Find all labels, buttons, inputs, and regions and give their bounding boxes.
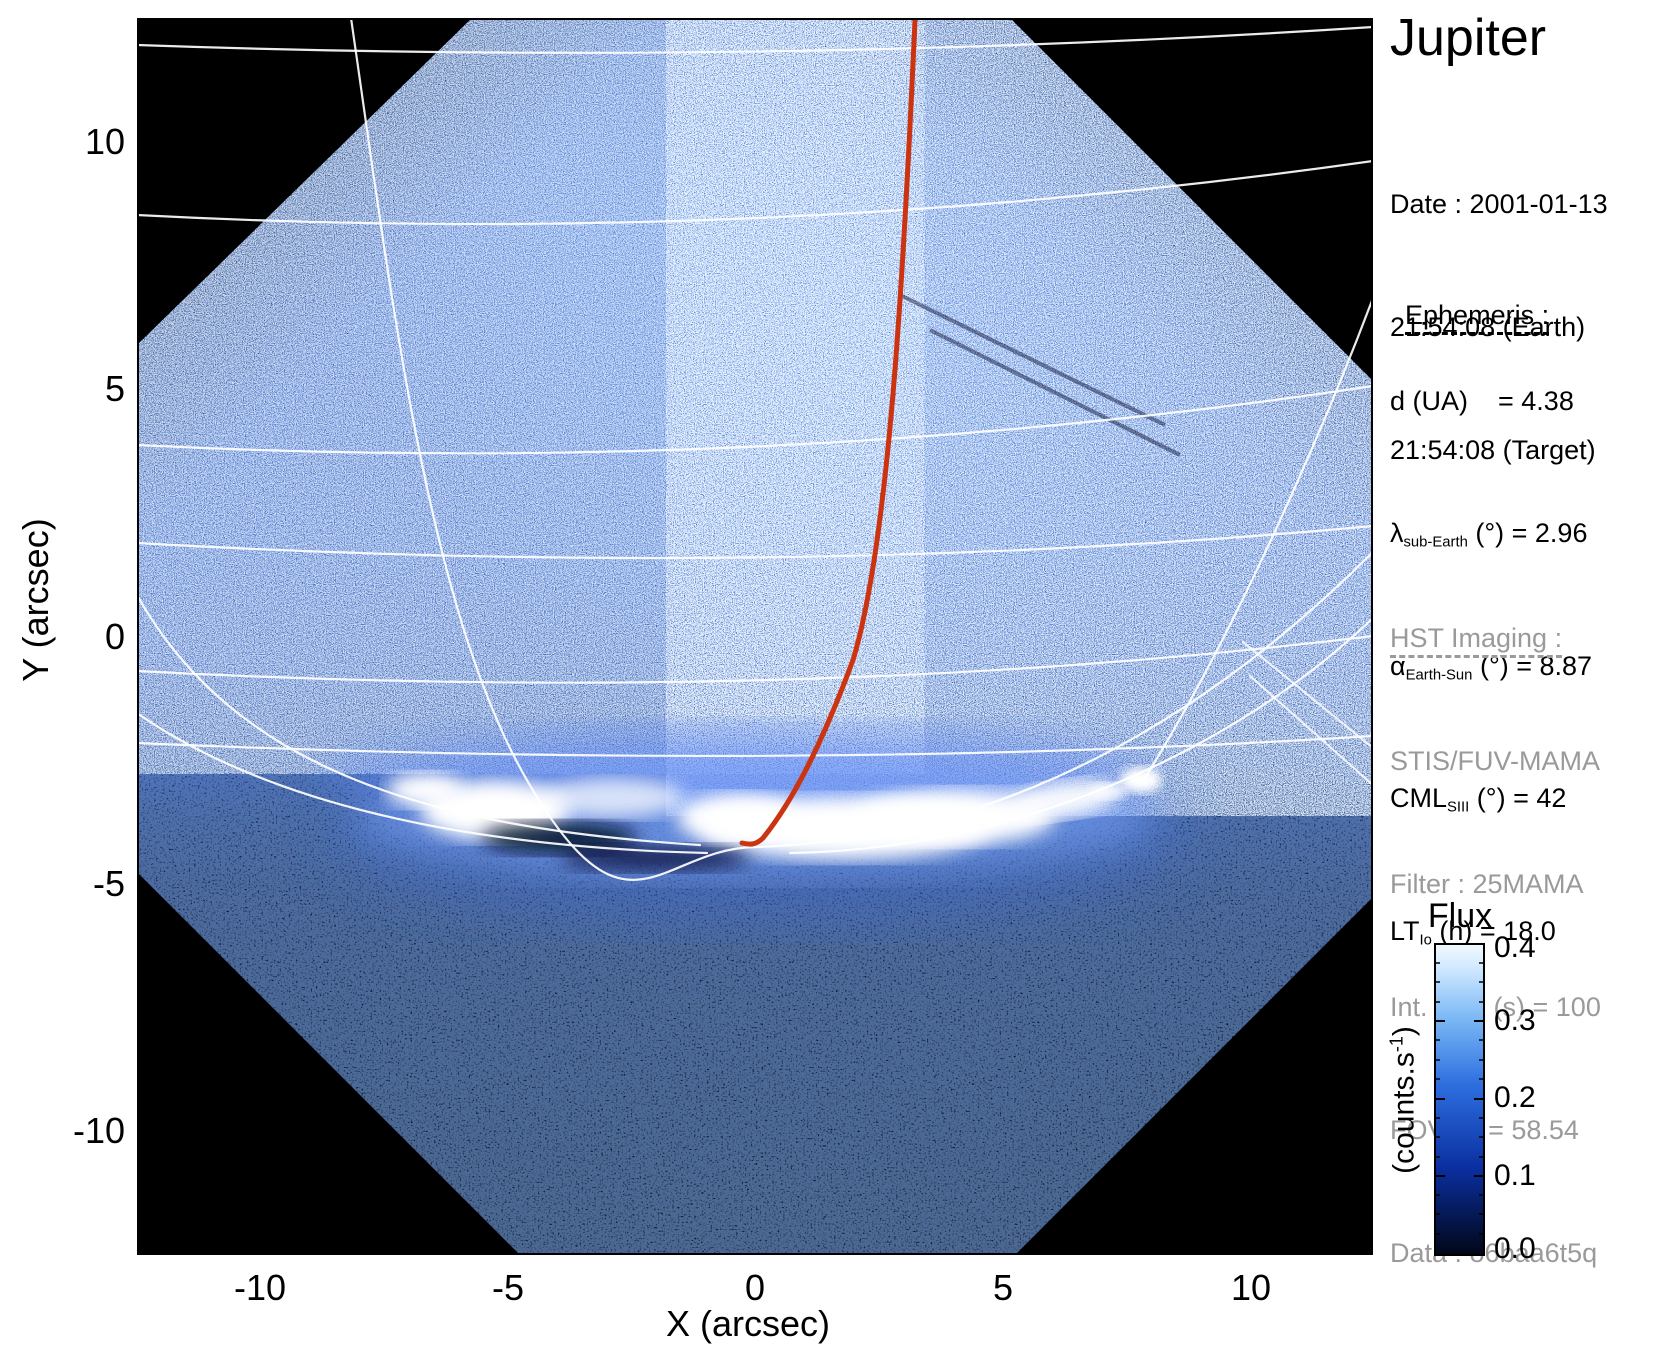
hst-data-id: Data : o6baa6t5q: [1390, 1238, 1598, 1268]
polar-emission-spot: [1120, 767, 1162, 793]
ephemeris-table: d (UA) = 4.38 λsub-Earth (°) = 2.96 αEar…: [1390, 299, 1592, 1002]
x-tick-10: 10: [1230, 1267, 1272, 1308]
colorbar-tick-0.1: 0.1: [1494, 1159, 1536, 1192]
meridian-line: [349, 18, 759, 881]
meridian-line: [137, 593, 702, 847]
meridian-line: [1141, 296, 1373, 783]
y-axis-label: Y (arcsec): [15, 518, 56, 682]
meridian-line: [137, 711, 709, 855]
y-tick-10: 10: [84, 121, 125, 162]
colorbar-major-ticks: [1435, 1020, 1484, 1177]
colorbar-tick-0.4: 0.4: [1494, 931, 1536, 964]
colorbar-tick-0.0: 0.0: [1494, 1232, 1536, 1265]
detector-fov: [137, 18, 1373, 1255]
meridian-line: [1241, 640, 1373, 750]
ephemeris-row-distance: d (UA) = 4.38: [1390, 386, 1574, 416]
ephemeris-heading: Ephemeris :: [1390, 254, 1550, 336]
x-tick-0: 0: [744, 1267, 766, 1308]
y-tick-0: 0: [104, 616, 125, 657]
observation-datetime: Date : 2001-01-13 21:54:08 (Earth) 21:54…: [1390, 102, 1608, 512]
x-tick--10: -10: [233, 1267, 287, 1308]
plot-frame: [137, 18, 1373, 1255]
detector-streaks: [899, 293, 1181, 457]
parallel-line: [137, 634, 1373, 684]
parallel-line: [137, 524, 1373, 560]
y-tick--10: -10: [72, 1110, 125, 1151]
hst-fov: FOV (") = 58.54: [1390, 1115, 1579, 1145]
colorbar-title: Flux: [1427, 897, 1493, 935]
time-target-line: 21:54:08 (Target): [1390, 435, 1596, 465]
y-tick--5: -5: [92, 863, 125, 904]
io-footprint-track: [739, 18, 918, 847]
date-line: Date : 2001-01-13: [1390, 189, 1608, 219]
y-tick-5: 5: [104, 368, 125, 409]
x-axis-label: X (arcsec): [665, 1303, 831, 1344]
meridian-line: [755, 550, 1373, 849]
ephemeris-row-alpha: αEarth-Sun (°) = 8.87: [1390, 650, 1593, 684]
meridian-line: [1248, 674, 1373, 787]
hst-instrument: STIS/FUV-MAMA: [1390, 746, 1601, 776]
x-tick-5: 5: [992, 1267, 1014, 1308]
colorbar-tick-0.3: 0.3: [1494, 1004, 1536, 1037]
graticule-lines: [137, 18, 1373, 881]
parallel-line: [137, 25, 1373, 54]
x-tick--5: -5: [491, 1267, 525, 1308]
parallel-line: [137, 384, 1373, 455]
colorbar-tick-0.2: 0.2: [1494, 1081, 1536, 1114]
ephemeris-row-lt-io: LTIo (h) = 18.0: [1390, 915, 1556, 949]
figure-title: Jupiter: [1390, 9, 1547, 67]
colorbar-minor-ticks: [1435, 962, 1484, 1235]
hst-heading: HST Imaging :: [1390, 618, 1601, 659]
colorbar-unit-label: (counts.s-1): [1386, 1026, 1421, 1174]
ephemeris-row-lambda: λsub-Earth (°) = 2.96: [1390, 518, 1588, 551]
meridian-line: [788, 616, 1373, 855]
parallel-line: [137, 159, 1373, 226]
auroral-oval: [320, 730, 1190, 925]
ephemeris-row-cml: CMLSIII (°) = 42: [1390, 783, 1567, 816]
hst-filter: Filter : 25MAMA: [1390, 869, 1584, 899]
time-earth-line: 21:54:08 (Earth): [1390, 312, 1586, 342]
parallel-line: [137, 734, 1373, 758]
flux-colorbar: [1434, 943, 1485, 1256]
jupiter-fuv-image: [137, 18, 1373, 1255]
